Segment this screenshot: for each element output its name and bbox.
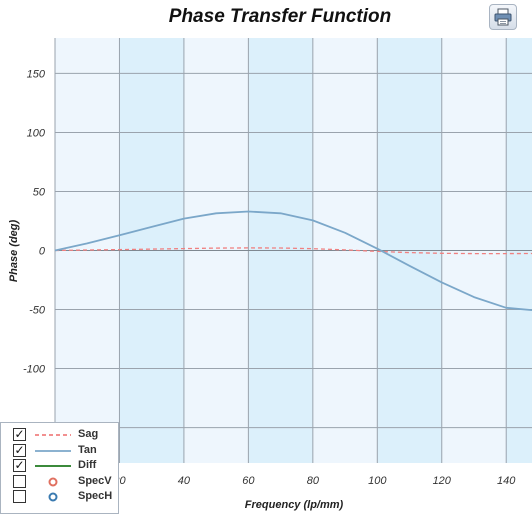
data-series (54, 210, 532, 311)
y-tick-label: 0 (39, 246, 46, 258)
x-tick-label: 100 (368, 475, 387, 487)
y-tick-label: 150 (27, 68, 46, 80)
x-tick-label: 120 (433, 475, 452, 487)
chart-legend: ✓ Sag ✓ Tan ✓ Diff SpecV SpecH (0, 422, 119, 514)
legend-symbol-tan (35, 449, 71, 452)
x-tick-label: 80 (307, 475, 320, 487)
legend-item-diff: ✓ Diff (1, 458, 120, 474)
legend-symbol-spech (48, 492, 58, 502)
legend-item-spech: SpecH (1, 489, 120, 505)
legend-checkbox-sag[interactable]: ✓ (13, 427, 26, 441)
legend-label-spech: SpecH (78, 490, 113, 502)
y-tick-label: -50 (29, 305, 46, 317)
series-line-sag (54, 247, 532, 255)
x-tick-label: 60 (242, 475, 255, 487)
series-line-tan (54, 210, 532, 311)
chart-title: Phase Transfer Function (168, 6, 392, 27)
legend-item-tan: ✓ Tan (1, 443, 120, 459)
legend-symbol-specv (48, 477, 58, 486)
legend-checkbox-tan[interactable]: ✓ (13, 442, 26, 457)
print-button[interactable] (489, 4, 517, 30)
y-tick-label: 100 (27, 127, 46, 139)
legend-symbol-diff (35, 465, 71, 467)
y-axis-label: Phase (deg) (8, 219, 20, 282)
y-tick-label: -100 (23, 364, 46, 376)
legend-label-diff: Diff (78, 459, 97, 471)
x-tick-label: 140 (497, 475, 516, 487)
legend-label-tan: Tan (78, 443, 97, 456)
legend-checkbox-spech[interactable] (13, 490, 26, 503)
legend-checkbox-specv[interactable] (13, 474, 26, 488)
x-axis-label: Frequency (lp/mm) (245, 499, 344, 511)
x-tick-label: 40 (178, 475, 191, 487)
legend-checkbox-diff[interactable]: ✓ (13, 458, 26, 472)
legend-label-sag: Sag (78, 428, 99, 440)
y-tick-label: 50 (33, 186, 46, 198)
legend-item-specv: SpecV (1, 474, 120, 490)
legend-label-specv: SpecV (78, 474, 112, 487)
legend-symbol-sag (35, 434, 71, 436)
legend-item-sag: ✓ Sag (1, 427, 120, 443)
printer-icon (494, 8, 512, 26)
